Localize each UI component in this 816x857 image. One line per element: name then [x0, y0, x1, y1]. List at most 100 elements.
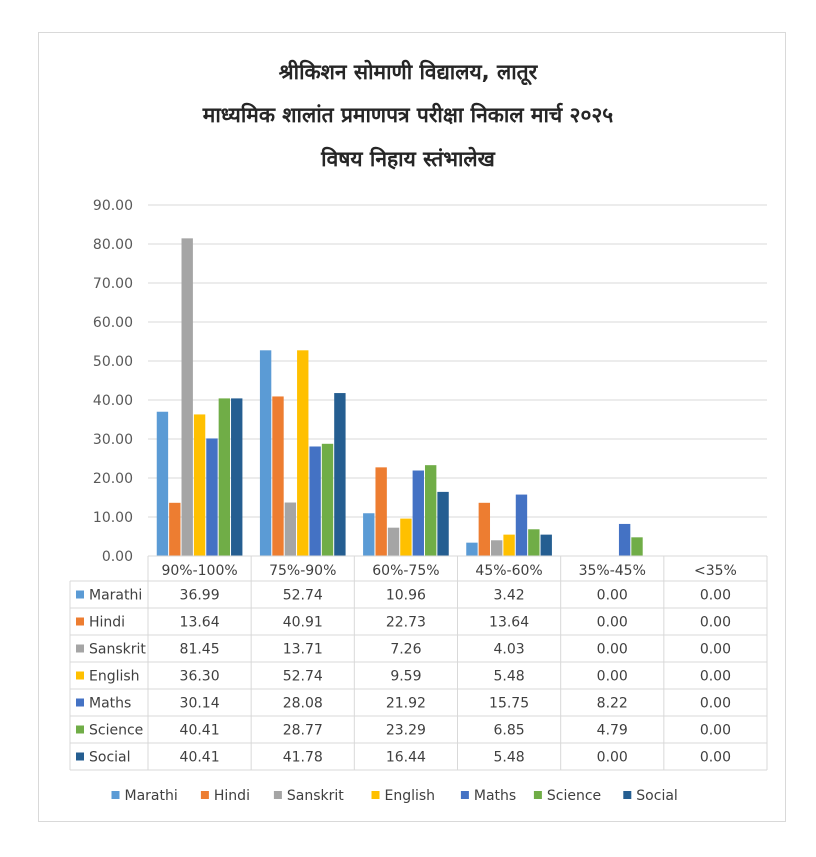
bar	[231, 398, 243, 556]
bar	[206, 438, 218, 556]
bar	[259, 350, 272, 556]
data-label: 0.00	[700, 723, 731, 739]
data-label: 0.00	[700, 750, 731, 766]
data-label: 41.78	[283, 750, 323, 766]
bar	[334, 393, 346, 556]
legend-swatch	[460, 791, 469, 799]
legend-swatch	[371, 791, 380, 799]
y-tick-label: 30.00	[93, 432, 133, 448]
x-category-label: 75%-90%	[269, 563, 336, 579]
data-label: 5.48	[493, 669, 524, 685]
data-label: 40.91	[283, 615, 323, 631]
legend-label: Maths	[474, 788, 516, 804]
table-series-name: Social	[89, 750, 131, 766]
bar	[375, 467, 387, 556]
bar	[437, 491, 449, 556]
data-label: 23.29	[386, 723, 426, 739]
x-category-label: 35%-45%	[579, 563, 646, 579]
data-label: 13.64	[489, 615, 529, 631]
data-label: 28.77	[283, 723, 323, 739]
y-tick-label: 90.00	[93, 198, 133, 214]
data-label: 0.00	[597, 669, 628, 685]
data-label: 7.26	[390, 642, 421, 658]
y-tick-label: 50.00	[93, 354, 133, 370]
y-tick-label: 60.00	[93, 315, 133, 331]
x-category-label: <35%	[694, 563, 737, 579]
table-legend-key	[76, 698, 84, 707]
table-series-name: English	[89, 669, 140, 685]
y-tick-label: 80.00	[93, 237, 133, 253]
legend-label: Sanskrit	[287, 788, 344, 804]
y-tick-label: 10.00	[93, 510, 133, 526]
y-tick-label: 40.00	[93, 393, 133, 409]
x-category-label: 90%-100%	[161, 563, 237, 579]
bar	[412, 470, 424, 556]
data-label: 81.45	[180, 642, 220, 658]
bar	[387, 527, 400, 556]
table-series-name: Hindi	[89, 615, 125, 631]
x-category-label: 45%-60%	[475, 563, 542, 579]
data-label: 28.08	[283, 696, 323, 712]
legend-swatch	[533, 791, 542, 799]
bar	[424, 465, 437, 556]
legend-label: Social	[636, 788, 678, 804]
bar	[503, 534, 515, 556]
data-label: 4.03	[493, 642, 524, 658]
bar	[363, 513, 375, 556]
data-label: 0.00	[700, 696, 731, 712]
table-series-name: Sanskrit	[89, 642, 146, 658]
bar	[540, 534, 552, 556]
data-label: 6.85	[493, 723, 524, 739]
data-label: 22.73	[386, 615, 426, 631]
bar	[491, 540, 503, 556]
legend-label: Marathi	[125, 788, 178, 804]
data-label: 52.74	[283, 669, 323, 685]
legend-label: English	[385, 788, 436, 804]
legend-swatch	[200, 791, 209, 799]
data-label: 30.14	[180, 696, 220, 712]
data-label: 0.00	[597, 750, 628, 766]
table-series-name: Maths	[89, 696, 131, 712]
data-label: 9.59	[390, 669, 421, 685]
bar	[515, 494, 528, 556]
table-legend-key	[76, 671, 84, 680]
data-label: 40.41	[180, 750, 220, 766]
legend-label: Hindi	[214, 788, 250, 804]
y-tick-label: 20.00	[93, 471, 133, 487]
chart-title-line-2: माध्यमिक शालांत प्रमाणपत्र परीक्षा निकाल…	[202, 103, 614, 127]
bar	[631, 537, 643, 556]
data-label: 0.00	[700, 642, 731, 658]
chart-title-line-3: विषय निहाय स्तंभालेख	[321, 147, 495, 171]
chart-title-line-1: श्रीकिशन सोमाणी विद्यालय, लातूर	[278, 60, 538, 84]
bar	[466, 542, 478, 556]
bar	[297, 350, 309, 556]
data-label: 16.44	[386, 750, 426, 766]
table-series-name: Marathi	[89, 588, 142, 604]
data-label: 0.00	[597, 615, 628, 631]
data-label: 10.96	[386, 588, 426, 604]
data-label: 13.71	[283, 642, 323, 658]
bar	[618, 523, 631, 556]
legend-swatch	[111, 791, 120, 799]
bar	[284, 502, 297, 556]
data-label: 0.00	[597, 642, 628, 658]
data-label: 40.41	[180, 723, 220, 739]
legend-swatch	[623, 791, 632, 799]
legend-label: Science	[547, 788, 601, 804]
bar	[272, 396, 284, 556]
data-label: 5.48	[493, 750, 524, 766]
table-legend-key	[76, 617, 84, 626]
data-label: 0.00	[700, 669, 731, 685]
bar	[400, 518, 412, 556]
bar	[528, 529, 540, 556]
data-label: 15.75	[489, 696, 529, 712]
bar	[321, 443, 334, 556]
data-label: 36.30	[180, 669, 220, 685]
data-label: 36.99	[180, 588, 220, 604]
x-category-label: 60%-75%	[372, 563, 439, 579]
data-label: 4.79	[597, 723, 628, 739]
bar	[156, 411, 169, 556]
bar	[169, 502, 181, 556]
data-label: 0.00	[597, 588, 628, 604]
data-label: 0.00	[700, 615, 731, 631]
